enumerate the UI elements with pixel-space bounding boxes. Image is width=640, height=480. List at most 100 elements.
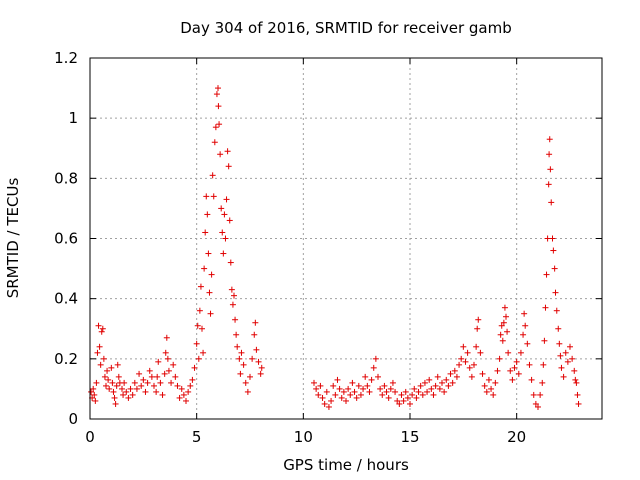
data-point: [238, 349, 245, 356]
data-point: [473, 343, 480, 350]
data-point: [165, 367, 172, 374]
data-point: [224, 148, 231, 155]
data-point: [193, 340, 200, 347]
data-point: [400, 397, 407, 404]
data-point: [222, 235, 229, 242]
data-point: [547, 166, 554, 173]
data-point: [162, 349, 169, 356]
data-points-layer: [88, 85, 582, 410]
x-tick-label: 5: [192, 428, 202, 446]
data-point: [133, 385, 140, 392]
data-point: [503, 313, 509, 320]
data-point: [494, 367, 501, 374]
data-point: [571, 367, 578, 374]
data-point: [203, 193, 210, 200]
data-point: [475, 316, 482, 323]
data-point: [209, 172, 216, 179]
data-point: [575, 400, 582, 407]
data-point: [163, 334, 170, 341]
data-point: [99, 325, 106, 332]
data-point: [402, 388, 409, 395]
data-point: [552, 289, 559, 296]
data-point: [507, 367, 514, 374]
data-point: [560, 373, 567, 380]
data-point: [421, 379, 428, 386]
data-point: [338, 394, 345, 401]
data-point: [488, 385, 495, 392]
data-point: [112, 400, 119, 407]
data-point: [208, 271, 215, 278]
data-point: [550, 247, 557, 254]
x-tick-label: 15: [400, 428, 419, 446]
data-point: [499, 337, 506, 344]
data-point: [227, 259, 234, 266]
data-point: [477, 349, 484, 356]
data-point: [355, 382, 362, 389]
data-point: [125, 394, 132, 401]
data-point: [136, 370, 143, 377]
data-point: [325, 403, 332, 410]
data-point: [504, 328, 511, 335]
data-point: [168, 379, 175, 386]
data-point: [237, 370, 244, 377]
y-tick-label: 1: [68, 109, 78, 127]
data-point: [157, 379, 164, 386]
data-point: [430, 391, 437, 398]
data-point: [542, 304, 549, 311]
data-point: [187, 382, 194, 389]
data-point: [90, 385, 97, 392]
data-point: [357, 391, 364, 398]
data-point: [174, 382, 181, 389]
data-point: [91, 391, 98, 398]
data-point: [394, 397, 401, 404]
data-point: [456, 361, 463, 368]
data-point: [569, 355, 576, 362]
data-point: [396, 400, 403, 407]
data-point: [103, 382, 109, 389]
data-point: [216, 121, 223, 128]
data-point: [332, 391, 339, 398]
data-point: [138, 382, 145, 389]
data-point: [231, 292, 237, 299]
data-point: [572, 376, 579, 383]
data-point: [148, 373, 155, 380]
data-point: [176, 394, 183, 401]
data-point: [115, 373, 122, 380]
data-point: [419, 391, 426, 398]
data-point: [539, 379, 546, 386]
data-point: [411, 385, 418, 392]
data-point: [92, 397, 99, 404]
data-point: [449, 379, 456, 386]
data-point: [113, 382, 120, 389]
data-point: [343, 397, 349, 404]
data-point: [185, 388, 192, 395]
data-point: [383, 388, 390, 395]
data-point: [94, 349, 101, 356]
data-point: [104, 367, 111, 374]
data-point: [334, 376, 341, 383]
data-point: [436, 385, 443, 392]
data-point: [481, 382, 488, 389]
data-point: [258, 364, 265, 371]
data-point: [211, 139, 218, 146]
data-point: [217, 151, 224, 158]
data-point: [496, 355, 503, 362]
data-point: [97, 361, 104, 368]
data-point: [120, 391, 127, 398]
data-point: [574, 391, 581, 398]
data-point: [546, 151, 553, 158]
data-point: [88, 388, 95, 395]
y-tick-label: 0: [68, 410, 78, 428]
data-point: [228, 286, 235, 293]
data-point: [114, 361, 121, 368]
data-point: [353, 394, 360, 401]
data-point: [191, 364, 198, 371]
data-point: [409, 391, 416, 398]
data-point: [368, 376, 375, 383]
data-point: [215, 85, 221, 92]
data-point: [548, 199, 555, 206]
data-point: [199, 325, 205, 332]
data-point: [336, 385, 343, 392]
data-point: [151, 382, 157, 389]
data-point: [428, 385, 435, 392]
